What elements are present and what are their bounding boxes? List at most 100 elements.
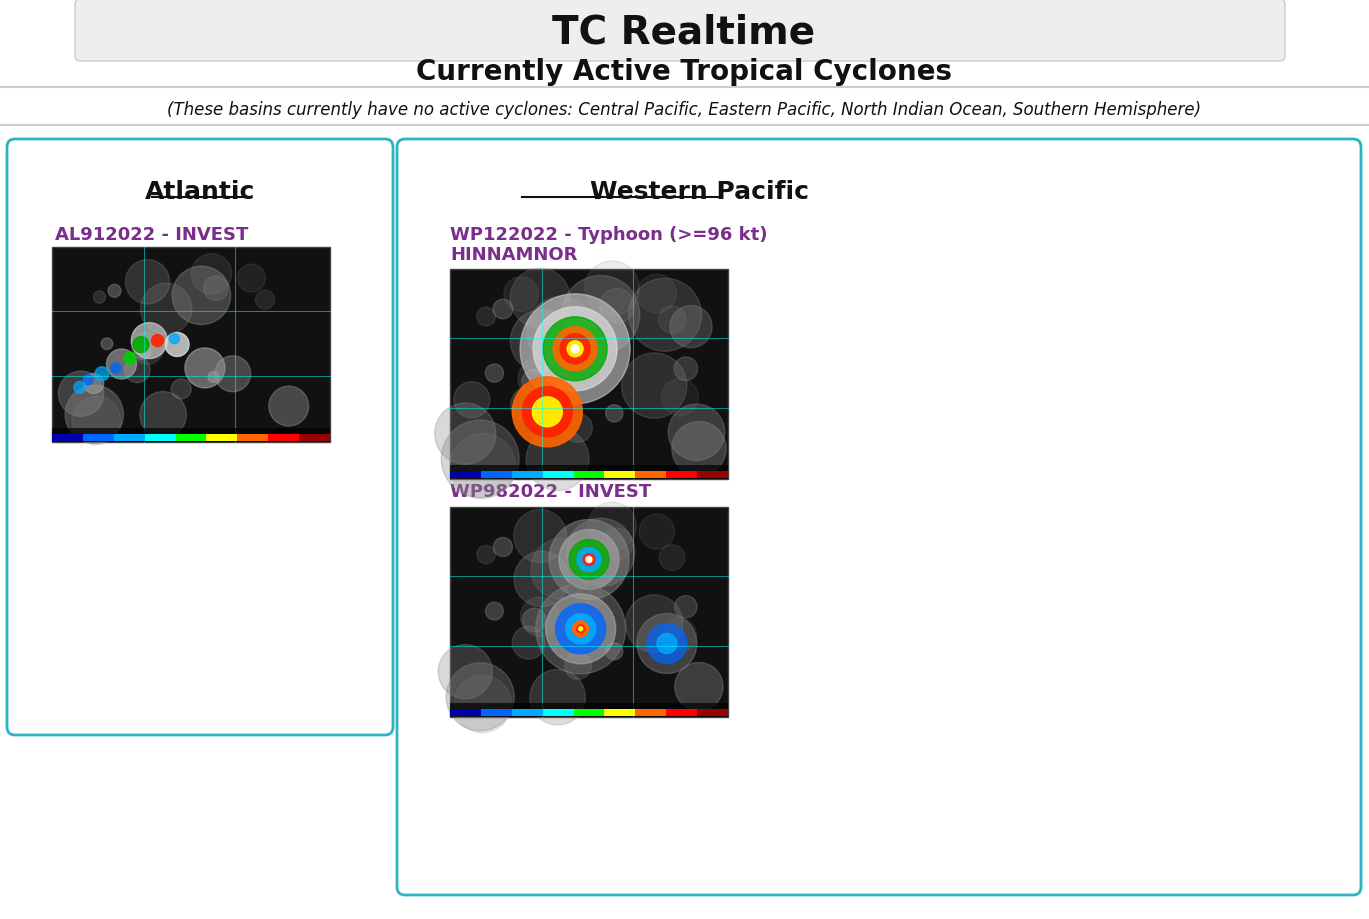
FancyBboxPatch shape bbox=[397, 140, 1361, 895]
Text: (These basins currently have no active cyclones: Central Pacific, Eastern Pacifi: (These basins currently have no active c… bbox=[167, 101, 1201, 119]
Circle shape bbox=[93, 291, 105, 304]
Circle shape bbox=[435, 403, 496, 465]
Bar bbox=[697, 471, 728, 479]
Circle shape bbox=[453, 382, 490, 418]
Circle shape bbox=[519, 357, 561, 401]
Circle shape bbox=[486, 365, 504, 383]
Circle shape bbox=[170, 335, 179, 345]
FancyBboxPatch shape bbox=[450, 269, 728, 480]
Bar bbox=[298, 435, 330, 441]
Circle shape bbox=[559, 530, 619, 590]
Circle shape bbox=[660, 545, 684, 571]
FancyBboxPatch shape bbox=[75, 0, 1285, 62]
Circle shape bbox=[533, 397, 563, 427]
Circle shape bbox=[133, 337, 149, 353]
Circle shape bbox=[605, 643, 623, 660]
Circle shape bbox=[453, 675, 512, 733]
Circle shape bbox=[108, 285, 120, 298]
Circle shape bbox=[511, 311, 574, 373]
Bar bbox=[605, 709, 635, 716]
Circle shape bbox=[626, 596, 683, 652]
Circle shape bbox=[657, 634, 676, 653]
Bar bbox=[481, 709, 512, 716]
Circle shape bbox=[672, 422, 726, 476]
Circle shape bbox=[560, 335, 590, 365]
Circle shape bbox=[628, 278, 701, 352]
Circle shape bbox=[586, 352, 604, 369]
Circle shape bbox=[658, 306, 686, 335]
Circle shape bbox=[101, 338, 112, 350]
Bar bbox=[114, 435, 145, 441]
Bar bbox=[145, 435, 175, 441]
Bar bbox=[542, 471, 574, 479]
Bar bbox=[574, 709, 605, 716]
Circle shape bbox=[84, 375, 93, 385]
Circle shape bbox=[123, 353, 136, 365]
Circle shape bbox=[185, 348, 225, 389]
Circle shape bbox=[111, 364, 120, 373]
FancyBboxPatch shape bbox=[7, 140, 393, 735]
Circle shape bbox=[73, 397, 120, 446]
Circle shape bbox=[107, 349, 137, 380]
Circle shape bbox=[546, 595, 616, 664]
Circle shape bbox=[125, 357, 151, 383]
Circle shape bbox=[669, 306, 712, 348]
Circle shape bbox=[131, 323, 167, 359]
Circle shape bbox=[553, 327, 597, 371]
Circle shape bbox=[567, 342, 583, 357]
Circle shape bbox=[601, 528, 632, 561]
Bar bbox=[697, 709, 728, 716]
Circle shape bbox=[675, 596, 697, 618]
Circle shape bbox=[256, 290, 274, 310]
Bar bbox=[450, 466, 728, 480]
Circle shape bbox=[565, 614, 596, 644]
Circle shape bbox=[520, 294, 630, 404]
Circle shape bbox=[522, 370, 546, 395]
Bar bbox=[268, 435, 298, 441]
Circle shape bbox=[134, 344, 151, 360]
Circle shape bbox=[513, 551, 570, 607]
Text: TC Realtime: TC Realtime bbox=[553, 14, 816, 52]
Bar bbox=[237, 435, 268, 441]
Circle shape bbox=[535, 584, 626, 674]
Circle shape bbox=[549, 520, 628, 600]
Circle shape bbox=[523, 608, 546, 632]
Circle shape bbox=[527, 297, 596, 366]
Circle shape bbox=[141, 284, 192, 335]
Circle shape bbox=[486, 603, 504, 620]
Circle shape bbox=[586, 590, 604, 607]
Circle shape bbox=[94, 368, 110, 381]
Bar bbox=[635, 709, 667, 716]
Text: Atlantic: Atlantic bbox=[145, 180, 255, 204]
Circle shape bbox=[567, 518, 635, 587]
Circle shape bbox=[450, 434, 515, 499]
Circle shape bbox=[268, 387, 308, 426]
Bar bbox=[450, 703, 728, 717]
Bar bbox=[481, 471, 512, 479]
Circle shape bbox=[438, 645, 493, 699]
Circle shape bbox=[543, 317, 606, 381]
Circle shape bbox=[237, 265, 266, 292]
Bar bbox=[84, 435, 114, 441]
Circle shape bbox=[637, 614, 697, 674]
Circle shape bbox=[204, 277, 229, 301]
Circle shape bbox=[638, 275, 676, 313]
Circle shape bbox=[512, 378, 582, 448]
Bar bbox=[52, 435, 84, 441]
Text: Western Pacific: Western Pacific bbox=[590, 180, 809, 204]
Bar bbox=[175, 435, 207, 441]
Circle shape bbox=[476, 546, 496, 564]
Circle shape bbox=[126, 260, 170, 304]
Bar bbox=[667, 709, 697, 716]
Bar bbox=[450, 709, 481, 716]
Circle shape bbox=[675, 663, 723, 711]
Circle shape bbox=[166, 333, 189, 357]
Circle shape bbox=[570, 539, 609, 580]
FancyBboxPatch shape bbox=[450, 507, 728, 717]
Circle shape bbox=[639, 515, 675, 550]
Circle shape bbox=[59, 371, 104, 417]
Circle shape bbox=[564, 652, 591, 679]
Circle shape bbox=[530, 670, 586, 725]
Circle shape bbox=[476, 308, 496, 326]
Circle shape bbox=[172, 267, 230, 325]
